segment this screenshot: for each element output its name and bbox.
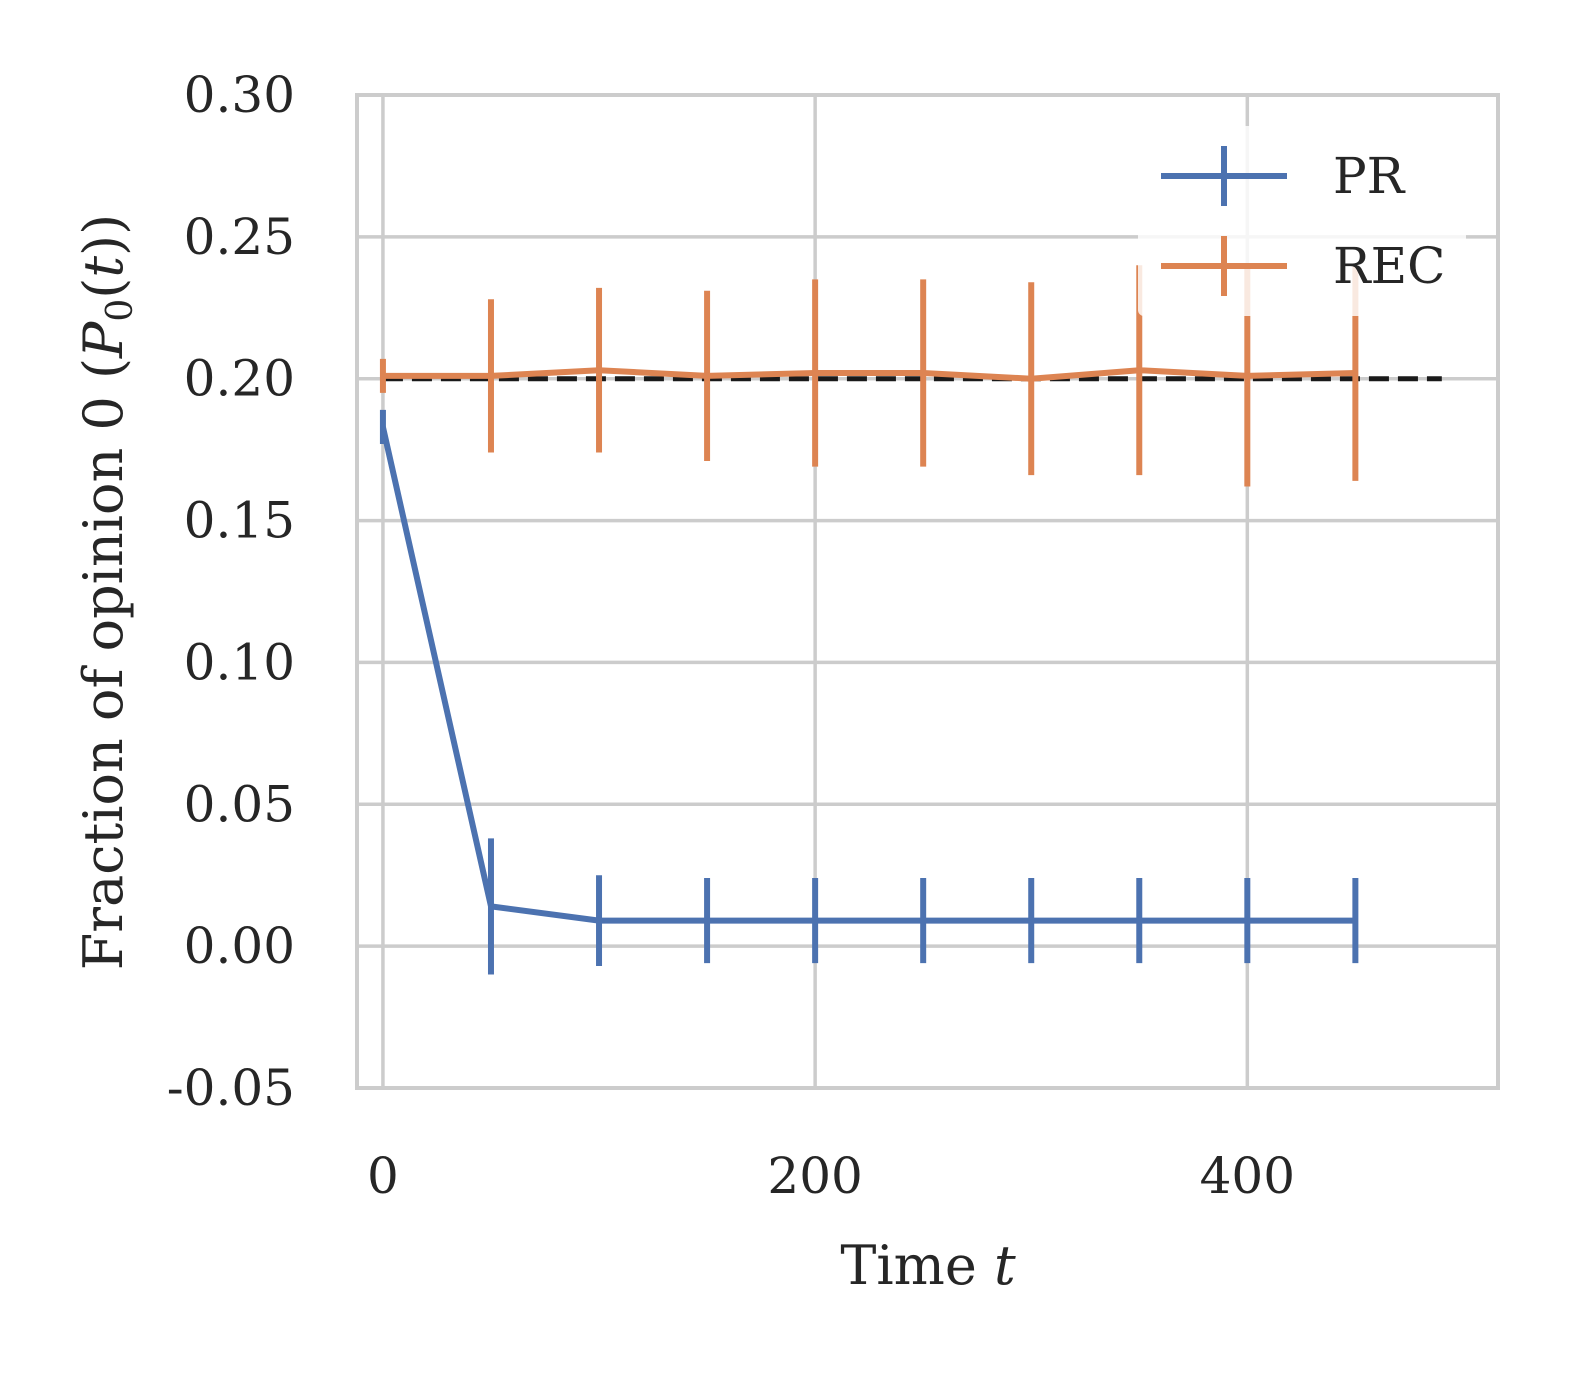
y-tick-label: -0.05 <box>167 1059 295 1117</box>
y-axis-label: Fraction of opinion 0 (P0(t)) <box>72 214 141 970</box>
series-line-rec <box>382 367 1356 382</box>
plot-frame <box>355 93 1500 1090</box>
y-tick-label: 0.20 <box>184 350 295 408</box>
x-axis-label-text: Time <box>840 1234 976 1297</box>
series-rec <box>379 265 1359 487</box>
y-tick-label: 0.15 <box>184 492 295 550</box>
y-tick-label: 0.00 <box>184 917 295 975</box>
y-axis-label-subscript: 0 <box>100 299 141 322</box>
x-tick-label: 0 <box>367 1147 399 1205</box>
legend: PR REC <box>1138 126 1466 316</box>
series-line-pr <box>379 426 1356 924</box>
y-axis-label-open-paren: ( <box>72 278 135 299</box>
x-axis-label-var: t <box>994 1234 1016 1297</box>
x-axis-label: Time t <box>840 1234 1016 1297</box>
y-axis-label-close-paren: )) <box>72 214 135 256</box>
series-group <box>379 265 1359 975</box>
y-tick-label: 0.30 <box>184 66 295 124</box>
y-tick-label: 0.10 <box>184 633 295 691</box>
y-axis-label-p: P <box>72 320 135 359</box>
series-pr <box>379 409 1359 975</box>
legend-label-pr: PR <box>1333 147 1406 205</box>
y-tick-label: 0.05 <box>184 775 295 833</box>
x-tick-label: 200 <box>767 1147 862 1205</box>
y-tick-labels: -0.05 0.00 0.05 0.10 0.15 0.20 0.25 0.30 <box>167 66 295 1117</box>
y-axis-label-text: Fraction of opinion 0 ( <box>72 358 135 970</box>
x-tick-label: 400 <box>1200 1147 1295 1205</box>
legend-label-rec: REC <box>1333 237 1445 295</box>
x-tick-labels: 0 200 400 <box>367 1147 1295 1205</box>
y-axis-label-t: t <box>72 256 135 278</box>
y-tick-label: 0.25 <box>184 208 295 266</box>
